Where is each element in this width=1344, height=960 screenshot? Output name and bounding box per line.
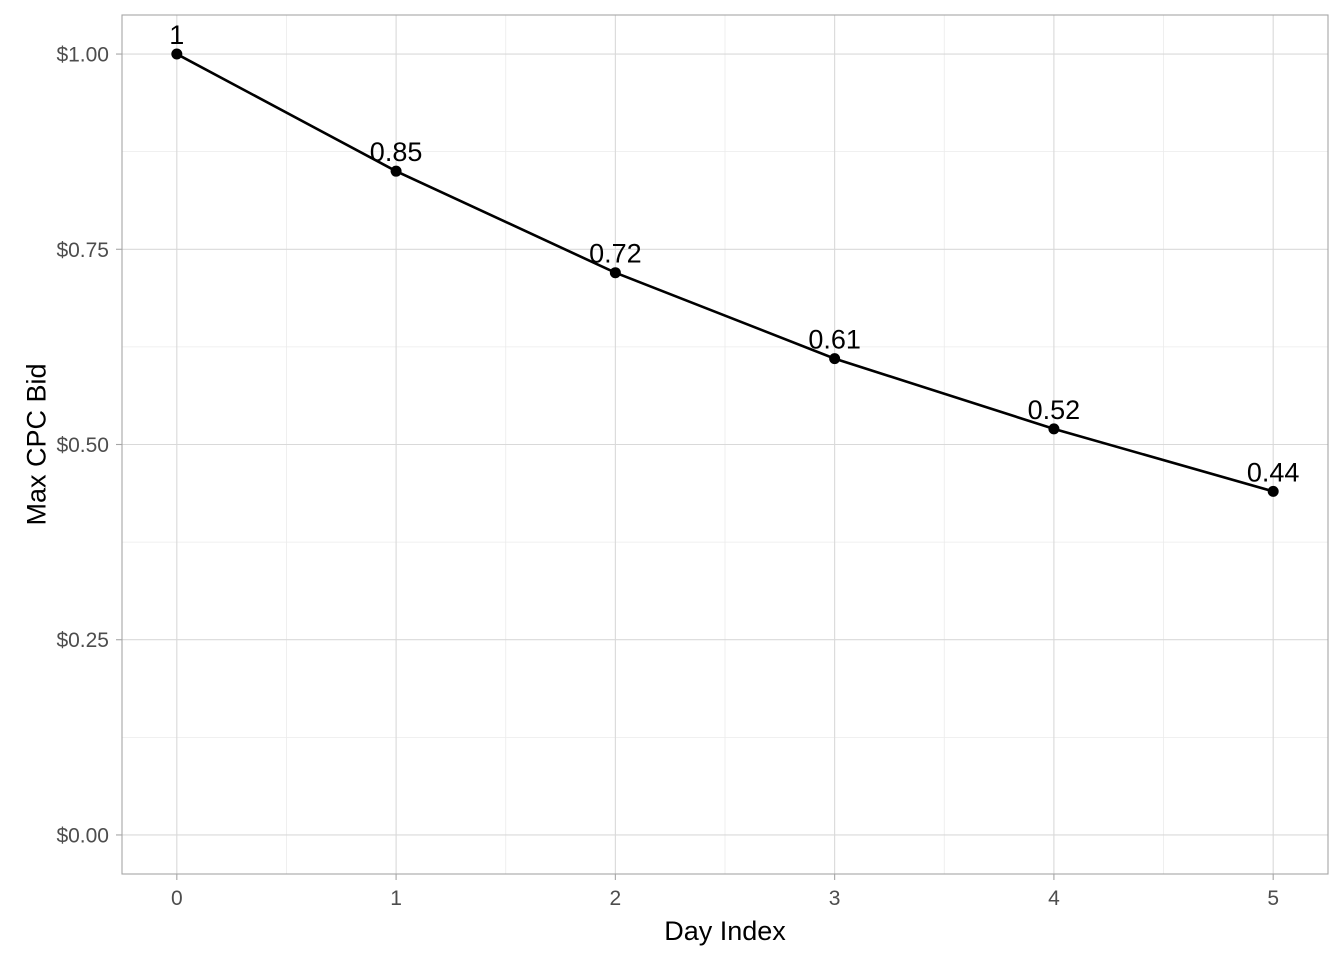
data-point: [171, 48, 183, 60]
gridlines: [122, 15, 1328, 874]
x-tick-label: 4: [1048, 887, 1060, 910]
data-label: 0.44: [1247, 457, 1300, 487]
x-axis-title: Day Index: [664, 916, 786, 946]
data-label: 1: [169, 20, 184, 50]
series-max-cpc-bid: [171, 48, 1279, 497]
data-point: [609, 267, 621, 279]
y-tick-label: $0.00: [56, 824, 109, 847]
data-point: [390, 165, 402, 177]
data-label: 0.85: [370, 137, 423, 167]
y-tick-label: $1.00: [56, 44, 109, 67]
data-point: [829, 353, 841, 365]
data-label: 0.61: [808, 325, 861, 355]
data-label: 0.52: [1028, 395, 1081, 425]
x-tick-label: 0: [171, 887, 183, 910]
data-labels: 1 0.85 0.72 0.61 0.52 0.44: [169, 20, 1299, 487]
data-point: [1048, 423, 1060, 435]
y-tick-label: $0.25: [56, 629, 109, 652]
x-tick-label: 1: [390, 887, 402, 910]
data-point: [1267, 485, 1279, 497]
axis-ticks: 0 1 2 3 4 5 $0.00 $0.25 $0.50 $0.75 $1.00: [56, 44, 1279, 910]
x-tick-label: 3: [829, 887, 841, 910]
series-line: [176, 52, 1274, 493]
y-tick-label: $0.50: [56, 434, 109, 457]
data-label: 0.72: [589, 239, 642, 269]
y-tick-label: $0.75: [56, 239, 109, 262]
x-tick-label: 5: [1267, 887, 1279, 910]
y-axis-title: Max CPC Bid: [21, 363, 51, 525]
x-tick-label: 2: [610, 887, 622, 910]
